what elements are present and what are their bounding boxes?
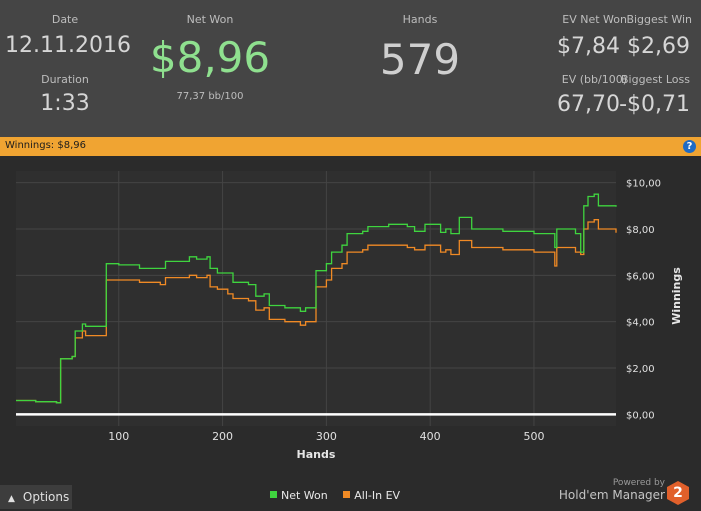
grid-lines: [16, 171, 616, 426]
brand-name: Hold'em Manager: [558, 488, 665, 502]
x-tick-label: 200: [212, 430, 233, 443]
x-tick-labels: 100 200 300 400 500: [108, 430, 544, 443]
winnings-banner: Winnings: $8,96: [0, 137, 701, 156]
date-label: Date: [51, 13, 79, 26]
winnings-chart: 100 200 300 400 500 $0,00 $2,00 $4,00 $6,00 $8,0…: [16, 171, 683, 461]
net-won-label: Net Won: [186, 13, 234, 26]
series-layer: [16, 193, 617, 404]
date-value: 12.11.2016: [5, 33, 131, 58]
x-tick-label: 500: [523, 430, 544, 443]
legend-all-in-ev-label: All-In EV: [354, 489, 401, 502]
y-tick-labels: $0,00 $2,00 $4,00 $6,00 $8,00 $10,00: [626, 179, 661, 422]
winnings-banner-text: Winnings: $8,96: [5, 140, 86, 151]
hands-label: Hands: [402, 13, 438, 26]
duration-value: 1:33: [40, 91, 90, 116]
y-tick-label: $6,00: [626, 271, 655, 282]
y-tick-label: $0,00: [626, 410, 655, 421]
hm2-logo-icon: 2: [667, 481, 689, 505]
legend-net-won-label: Net Won: [281, 489, 328, 502]
x-tick-label: 300: [316, 430, 337, 443]
series-line-net-won: [16, 193, 617, 404]
all-in-ev-swatch: [343, 491, 351, 498]
question-icon[interactable]: ?: [683, 140, 696, 153]
biggest-win-label: Biggest Win: [626, 13, 692, 26]
y-tick-label: $8,00: [626, 225, 655, 236]
x-tick-label: 100: [108, 430, 129, 443]
hands-value: 579: [379, 35, 461, 84]
y-tick-label: $2,00: [626, 364, 655, 375]
session-summary-header: Date 12.11.2016 Duration 1:33 Net Won $8…: [0, 0, 701, 137]
biggest-win-value: $2,69: [627, 34, 690, 59]
ev-bb100-label: EV (bb/100): [561, 73, 627, 86]
biggest-loss-label: Biggest Loss: [620, 73, 690, 86]
options-label: Options: [22, 490, 70, 504]
ev-bb100-value: 67,70: [557, 92, 620, 117]
powered-by-text: Powered by: [612, 478, 665, 488]
chevron-up-icon: ▲: [8, 494, 15, 504]
duration-label: Duration: [41, 73, 89, 86]
brand-block: Powered by Hold'em Manager: [559, 478, 665, 502]
y-tick-label: $10,00: [626, 179, 661, 190]
y-axis-label: Winnings: [670, 267, 683, 325]
legend-item-net-won[interactable]: Net Won: [270, 489, 328, 502]
y-tick-label: $4,00: [626, 318, 655, 329]
chart-legend: Net Won All-In EV: [270, 489, 400, 502]
ev-net-won-label: EV Net Won: [562, 13, 627, 26]
x-axis-label: Hands: [297, 448, 336, 461]
net-won-swatch: [270, 491, 277, 498]
biggest-loss-value: -$0,71: [619, 92, 690, 117]
bb-per-100-value: 77,37 bb/100: [176, 91, 244, 102]
series-line-all-in-ev: [16, 219, 617, 404]
legend-item-all-in-ev[interactable]: All-In EV: [343, 489, 400, 502]
net-won-value: $8,96: [149, 33, 271, 82]
ev-net-won-value: $7,84: [557, 34, 620, 59]
options-button[interactable]: ▲ Options: [0, 485, 72, 509]
x-tick-label: 400: [420, 430, 441, 443]
